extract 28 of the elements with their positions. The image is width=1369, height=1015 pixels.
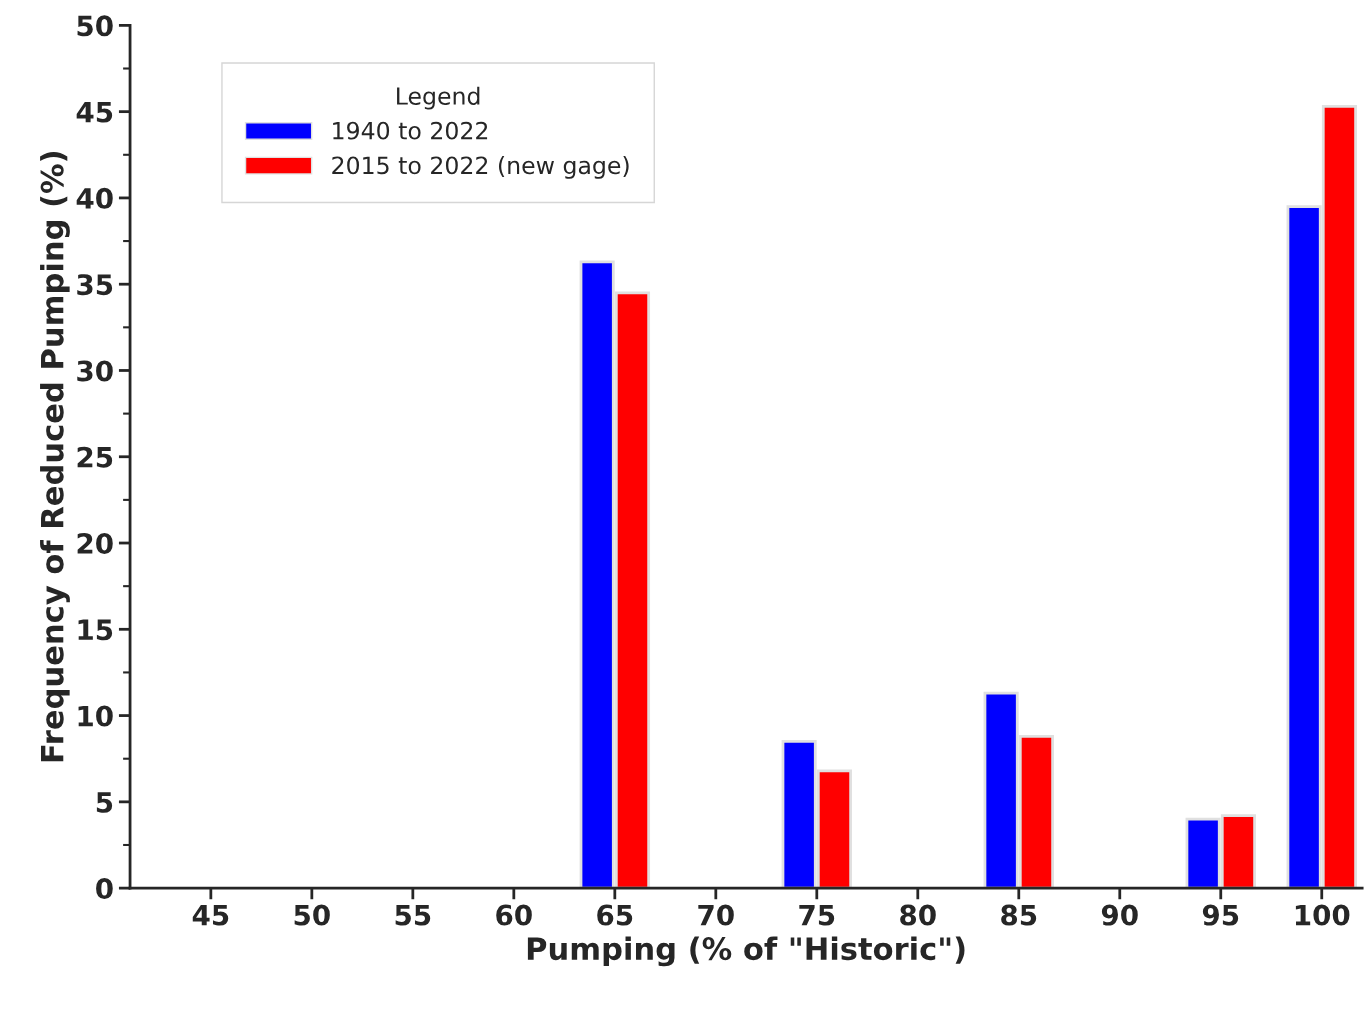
x-tick-label: 80 bbox=[900, 904, 936, 926]
y-tick-label: 30 bbox=[77, 360, 113, 382]
y-tick-label: 20 bbox=[77, 532, 113, 554]
y-axis-title: Frequency of Reduced Pumping (%) bbox=[40, 151, 70, 762]
y-tick-label: 10 bbox=[78, 705, 113, 727]
y-tick-label: 35 bbox=[77, 274, 113, 296]
legend-title: Legend bbox=[397, 86, 480, 110]
x-tick-label: 85 bbox=[1001, 904, 1037, 926]
y-tick-label: 5 bbox=[96, 792, 113, 813]
x-tick-label: 55 bbox=[395, 904, 431, 926]
x-tick-label: 75 bbox=[799, 904, 835, 926]
y-tick-label: 0 bbox=[96, 878, 113, 900]
x-tick-label: 100 bbox=[1295, 904, 1350, 926]
y-tick-label: 40 bbox=[76, 187, 113, 209]
y-tick-label: 15 bbox=[78, 619, 113, 641]
x-axis-title: Pumping (% of "Historic") bbox=[527, 936, 965, 967]
y-tick-label: 45 bbox=[76, 101, 113, 123]
x-tick-label: 70 bbox=[698, 904, 734, 926]
y-tick-label: 50 bbox=[77, 15, 113, 37]
x-tick-label: 50 bbox=[294, 904, 330, 926]
legend-label: 1940 to 2022 bbox=[333, 121, 488, 140]
x-tick-label: 60 bbox=[496, 904, 532, 926]
legend-label: 2015 to 2022 (new gage) bbox=[332, 156, 629, 179]
x-tick-label: 95 bbox=[1202, 904, 1239, 926]
x-tick-label: 65 bbox=[597, 904, 633, 926]
x-tick-label: 90 bbox=[1101, 904, 1138, 926]
x-tick-label: 45 bbox=[192, 904, 229, 926]
y-tick-label: 25 bbox=[77, 446, 113, 468]
